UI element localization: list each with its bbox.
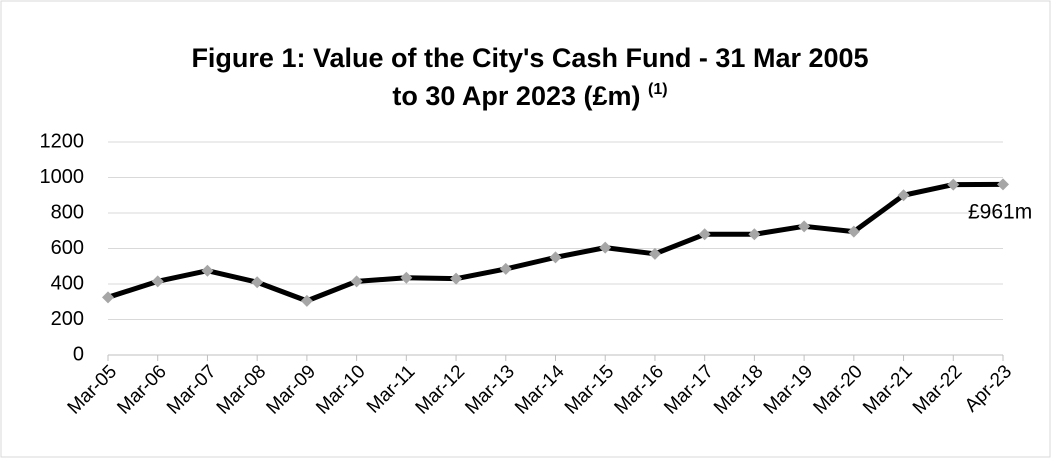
y-tick-label: 1200 xyxy=(40,130,85,152)
marker xyxy=(798,220,811,233)
marker xyxy=(648,247,661,260)
marker xyxy=(599,241,612,254)
marker xyxy=(549,251,562,264)
y-tick-label: 600 xyxy=(51,237,84,259)
marker xyxy=(300,294,313,307)
marker xyxy=(251,276,264,289)
marker xyxy=(897,189,910,202)
marker xyxy=(499,262,512,275)
marker xyxy=(450,272,463,285)
marker xyxy=(102,291,114,304)
y-tick-label: 1000 xyxy=(40,166,85,188)
y-tick-label: 200 xyxy=(51,308,84,330)
marker xyxy=(698,228,711,241)
marker xyxy=(847,225,860,238)
marker xyxy=(151,275,164,288)
chart-title: to 30 Apr 2023 (£m) xyxy=(392,81,640,111)
annotation: £961m xyxy=(968,201,1032,224)
chart-title: Figure 1: Value of the City's Cash Fund … xyxy=(191,43,868,73)
y-tick-label: 800 xyxy=(51,201,84,223)
y-tick-label: 400 xyxy=(51,272,84,294)
title-note: (1) xyxy=(648,81,668,98)
marker xyxy=(400,271,413,284)
marker xyxy=(997,178,1009,191)
marker xyxy=(350,275,363,288)
marker xyxy=(748,228,761,241)
marker xyxy=(947,178,960,191)
chart-title: to 30 Apr 2023 (£m) (1) xyxy=(392,81,667,111)
y-tick-label: 0 xyxy=(73,343,84,365)
marker xyxy=(201,264,214,277)
